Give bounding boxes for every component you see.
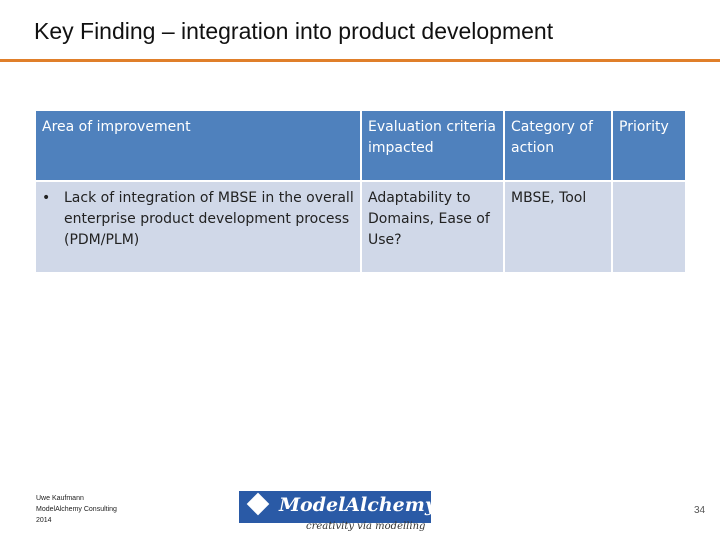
header-evaluation-criteria: Evaluation criteria impacted [360, 109, 505, 182]
footer-year: 2014 [36, 517, 52, 524]
header-category-of-action: Category of action [503, 109, 613, 182]
cell-area: • Lack of integration of MBSE in the ove… [34, 180, 362, 274]
area-text: Lack of integration of MBSE in the overa… [64, 190, 354, 248]
page-number: 34 [694, 505, 706, 516]
footer-credits: Uwe Kaufmann ModelAlchemy Consulting 201… [36, 493, 117, 526]
findings-table: Area of improvement Evaluation criteria … [34, 109, 687, 274]
cell-priority [611, 180, 687, 274]
slide-title: Key Finding – integration into product d… [34, 18, 554, 44]
footer-author: Uwe Kaufmann [36, 495, 84, 502]
cell-criteria: Adaptability to Domains, Ease of Use? [360, 180, 505, 274]
header-area-of-improvement: Area of improvement [34, 109, 362, 182]
logo-name: ModelAlchemy [279, 494, 436, 516]
modelalchemy-logo: ModelAlchemy [239, 491, 436, 523]
title-divider [0, 59, 720, 62]
logo-tagline: creativity via modelling [306, 521, 426, 532]
table-header-row: Area of improvement Evaluation criteria … [34, 109, 687, 182]
cell-category: MBSE, Tool [503, 180, 613, 274]
footer-company: ModelAlchemy Consulting [36, 506, 117, 513]
diamond-icon [246, 492, 270, 516]
header-priority: Priority [611, 109, 687, 182]
table-row: • Lack of integration of MBSE in the ove… [34, 180, 687, 274]
bullet-icon: • [42, 190, 51, 206]
